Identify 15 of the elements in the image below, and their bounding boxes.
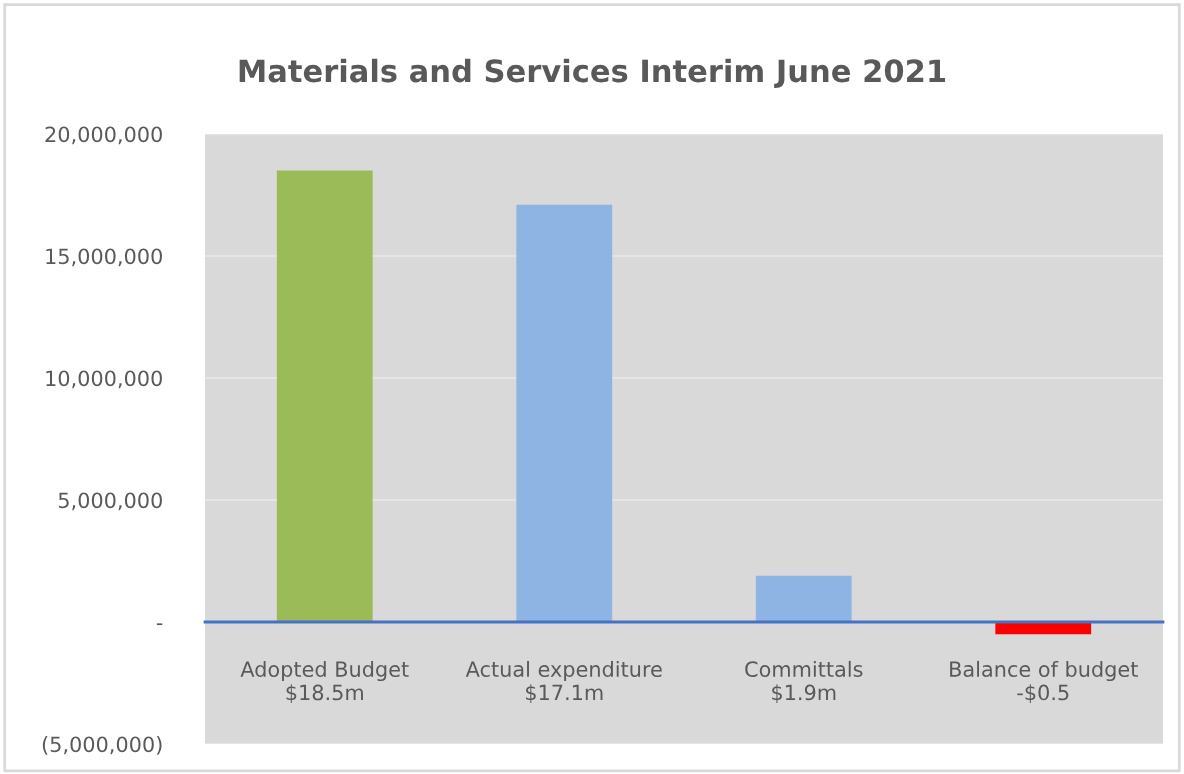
y-tick-label: 20,000,000 (45, 126, 162, 145)
x-tick-label: Committals $1.9m (745, 660, 863, 704)
y-tick-label: - (156, 623, 163, 626)
x-tick-label: Balance of budget -$0.5 (950, 660, 1138, 704)
y-tick-label: 10,000,000 (46, 370, 162, 389)
y-tick-label: 15,000,000 (46, 248, 162, 267)
y-tick-label: 5,000,000 (58, 492, 162, 511)
bar (755, 575, 852, 622)
x-tick-label: Adopted Budget $18.5m (240, 660, 409, 704)
x-tick-label: Actual expenditure $17.1m (465, 660, 662, 704)
y-tick-label: (5,000,000) (42, 736, 162, 755)
bar (995, 622, 1092, 635)
bar (276, 170, 373, 622)
chart-title: Materials and Services Interim June 2021 (239, 58, 946, 89)
bar (516, 204, 613, 622)
